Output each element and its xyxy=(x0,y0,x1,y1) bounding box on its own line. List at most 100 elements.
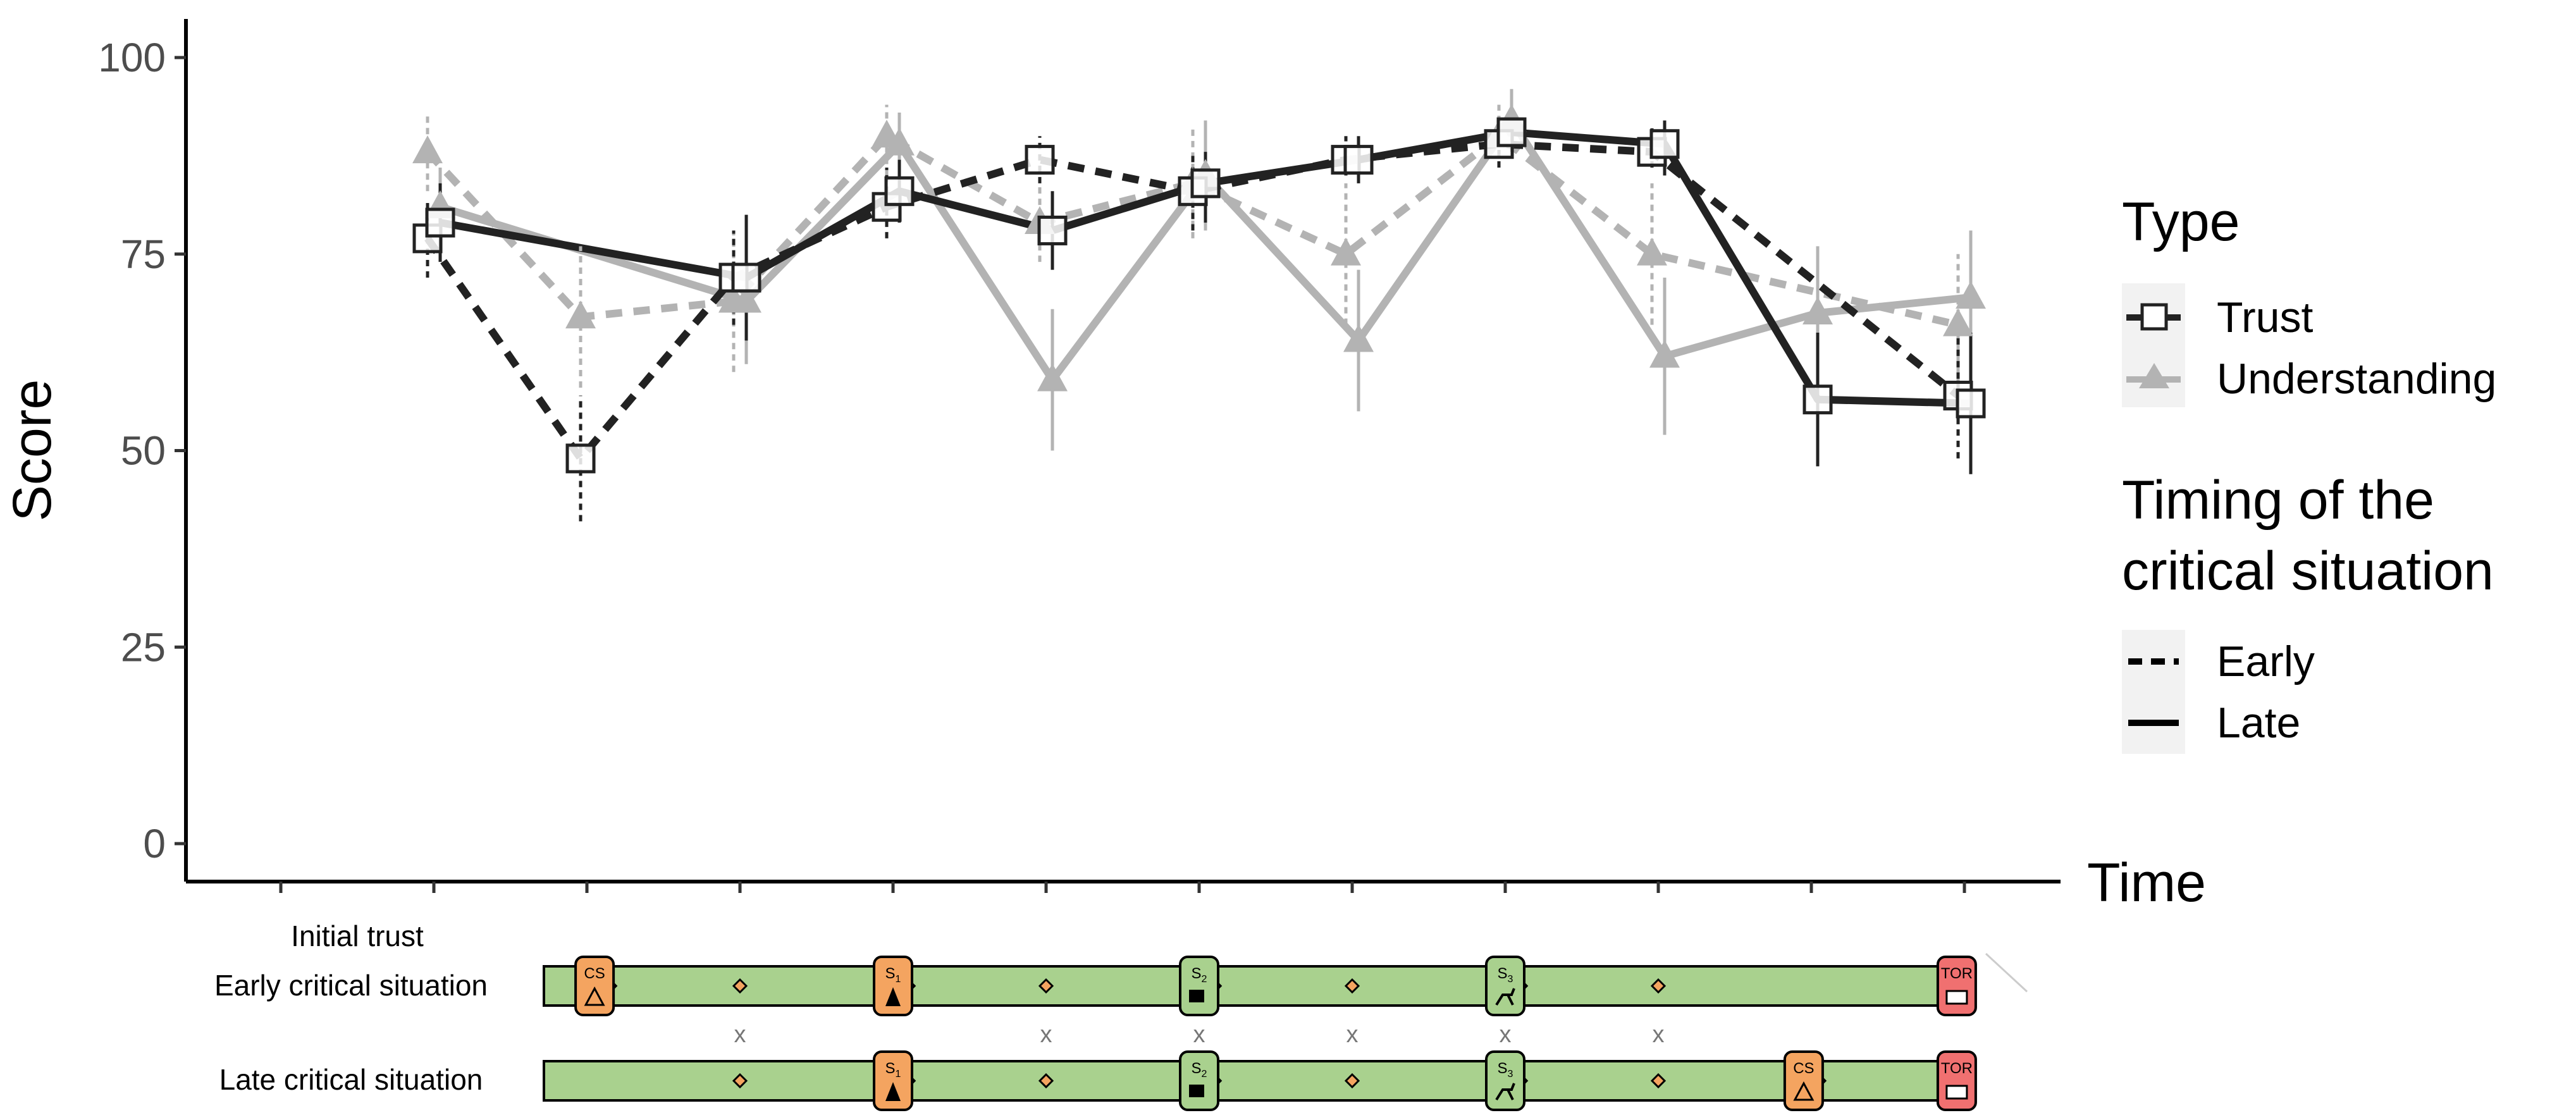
legend-trust-key-marker xyxy=(2140,303,2168,331)
point-trust-late xyxy=(1343,145,1374,175)
deer-icon xyxy=(1495,1083,1515,1101)
traffic-cone-icon xyxy=(885,1082,901,1101)
timeline-late-badge: S1 xyxy=(873,1050,913,1111)
timeline-badge-subscript: 2 xyxy=(1202,1069,1207,1080)
truck-icon xyxy=(1189,1085,1204,1097)
timeline-late-badge: S2 xyxy=(1179,1050,1219,1111)
timeline-badge-text: TOR xyxy=(1941,1060,1973,1077)
timeline-x-marker: x xyxy=(1193,1021,1205,1048)
timeline-early-badge: CS xyxy=(574,956,615,1016)
y-ticks: 0 25 50 75 100 xyxy=(98,35,186,866)
legend-timing-key-bg xyxy=(2122,630,2185,754)
timeline-event-diamond xyxy=(1038,978,1054,994)
timeline-x-marker: x xyxy=(1347,1021,1359,1048)
x-axis-title: Time xyxy=(2087,852,2206,913)
timeline-event-diamond xyxy=(1650,1073,1667,1089)
point-understanding-late xyxy=(1803,296,1833,324)
point-trust-late xyxy=(884,176,915,206)
legend-timing-title-line2: critical situation xyxy=(2122,541,2494,601)
timeline-initial-label: Initial trust xyxy=(291,920,424,952)
point-trust-late xyxy=(731,262,761,293)
timeline-badge-subscript: 3 xyxy=(1508,1069,1513,1080)
timeline-early-badge: TOR xyxy=(1936,956,1977,1016)
point-trust-late xyxy=(1190,168,1221,199)
truck-icon xyxy=(1189,990,1204,1002)
timeline-x-marker: x xyxy=(734,1021,746,1048)
point-understanding-early xyxy=(1331,237,1361,266)
point-understanding-late xyxy=(1649,340,1680,368)
legend-timing-item-early: Early xyxy=(2217,637,2315,686)
y-tick-label: 0 xyxy=(143,821,166,866)
legend-type-item-trust: Trust xyxy=(2217,293,2313,342)
y-tick-label: 75 xyxy=(121,231,166,277)
timeline-late-bar xyxy=(543,1060,1976,1102)
timeline-badge-box xyxy=(574,956,615,1016)
point-understanding-late xyxy=(731,285,761,313)
point-understanding-late xyxy=(884,127,915,156)
y-tick-label: 25 xyxy=(121,624,166,670)
timeline-event-diamond xyxy=(1344,1073,1360,1089)
timeline-badge-subscript: 3 xyxy=(1508,974,1513,985)
timeline-badge-box xyxy=(1485,1050,1525,1111)
warning-icon xyxy=(584,986,605,1006)
point-understanding-early xyxy=(1637,237,1667,266)
point-trust-late xyxy=(1496,117,1527,147)
point-understanding-early xyxy=(1943,308,1973,336)
point-trust-late xyxy=(1649,129,1680,159)
timeline-early-label: Early critical situation xyxy=(214,969,488,1002)
series-line-trust-early xyxy=(424,140,1961,462)
timeline-badge-text: CS xyxy=(584,965,605,982)
point-understanding-late xyxy=(1037,363,1068,391)
point-trust-late xyxy=(1803,385,1833,415)
point-understanding-early xyxy=(412,135,443,164)
timeline-badge-text: CS xyxy=(1793,1060,1814,1077)
timeline-badge-box xyxy=(873,956,913,1016)
series-layer xyxy=(412,89,1986,522)
y-axis-title: Score xyxy=(2,379,63,522)
point-trust-early xyxy=(1025,145,1055,175)
series-line-trust-late xyxy=(439,128,1971,407)
timeline-badge-box xyxy=(1783,1050,1824,1111)
legend: Type Trust Understanding Timing of the c… xyxy=(2122,192,2496,754)
timeline-early-badge: S1 xyxy=(873,956,913,1016)
timeline-event-diamond xyxy=(1650,978,1667,994)
timeline-x-marker: x xyxy=(1653,1021,1665,1048)
legend-timing-item-late: Late xyxy=(2217,699,2300,747)
warning-icon xyxy=(1793,1081,1815,1101)
timeline-badge-box xyxy=(1485,956,1525,1016)
timeline-event-diamond xyxy=(732,978,748,994)
timeline-event-diamond xyxy=(1344,978,1360,994)
point-trust-early xyxy=(565,443,596,474)
timeline-badge-box xyxy=(873,1050,913,1111)
timeline-event-diamond xyxy=(732,1073,748,1089)
legend-key-bg xyxy=(2122,283,2185,407)
traffic-cone-icon xyxy=(885,987,901,1006)
timeline-late-badge: TOR xyxy=(1936,1050,1977,1111)
timeline-x-marker: x xyxy=(1040,1021,1052,1048)
timeline-early-badge: S2 xyxy=(1179,956,1219,1016)
timeline-early-bar xyxy=(543,965,1976,1007)
timeline-badge-subscript: 1 xyxy=(896,974,901,985)
series-line-understanding-early xyxy=(424,132,1959,329)
timeline-early-badge: S3 xyxy=(1485,956,1525,1016)
timeline-end-mark xyxy=(1985,952,2028,993)
y-tick-label: 50 xyxy=(121,428,166,474)
timeline-badge-subscript: 2 xyxy=(1202,974,1207,985)
legend-understanding-key-marker xyxy=(2139,363,2169,388)
timeline-markers: CS S1 S2 S3 TOR S1 S2 S3 CS TOR x x x x x x xyxy=(574,956,1977,1111)
x-ticks xyxy=(279,882,1966,893)
legend-timing-title-line1: Timing of the xyxy=(2122,470,2434,531)
timeline-badge-subscript: 1 xyxy=(896,1069,901,1080)
timeline-event-diamond xyxy=(1038,1073,1054,1089)
y-tick-label: 100 xyxy=(98,35,166,80)
point-understanding-late xyxy=(1956,281,1986,309)
legend-type-title: Type xyxy=(2122,192,2240,252)
steering-icon xyxy=(1945,1085,1968,1100)
timeline-x-marker: x xyxy=(1500,1021,1512,1048)
point-trust-late xyxy=(1956,388,1986,419)
timeline-late-badge: S3 xyxy=(1485,1050,1525,1111)
timeline: Initial trust Early critical situation L… xyxy=(214,920,2028,1111)
legend-type-item-understanding: Understanding xyxy=(2217,355,2496,403)
steering-icon xyxy=(1945,990,1968,1005)
